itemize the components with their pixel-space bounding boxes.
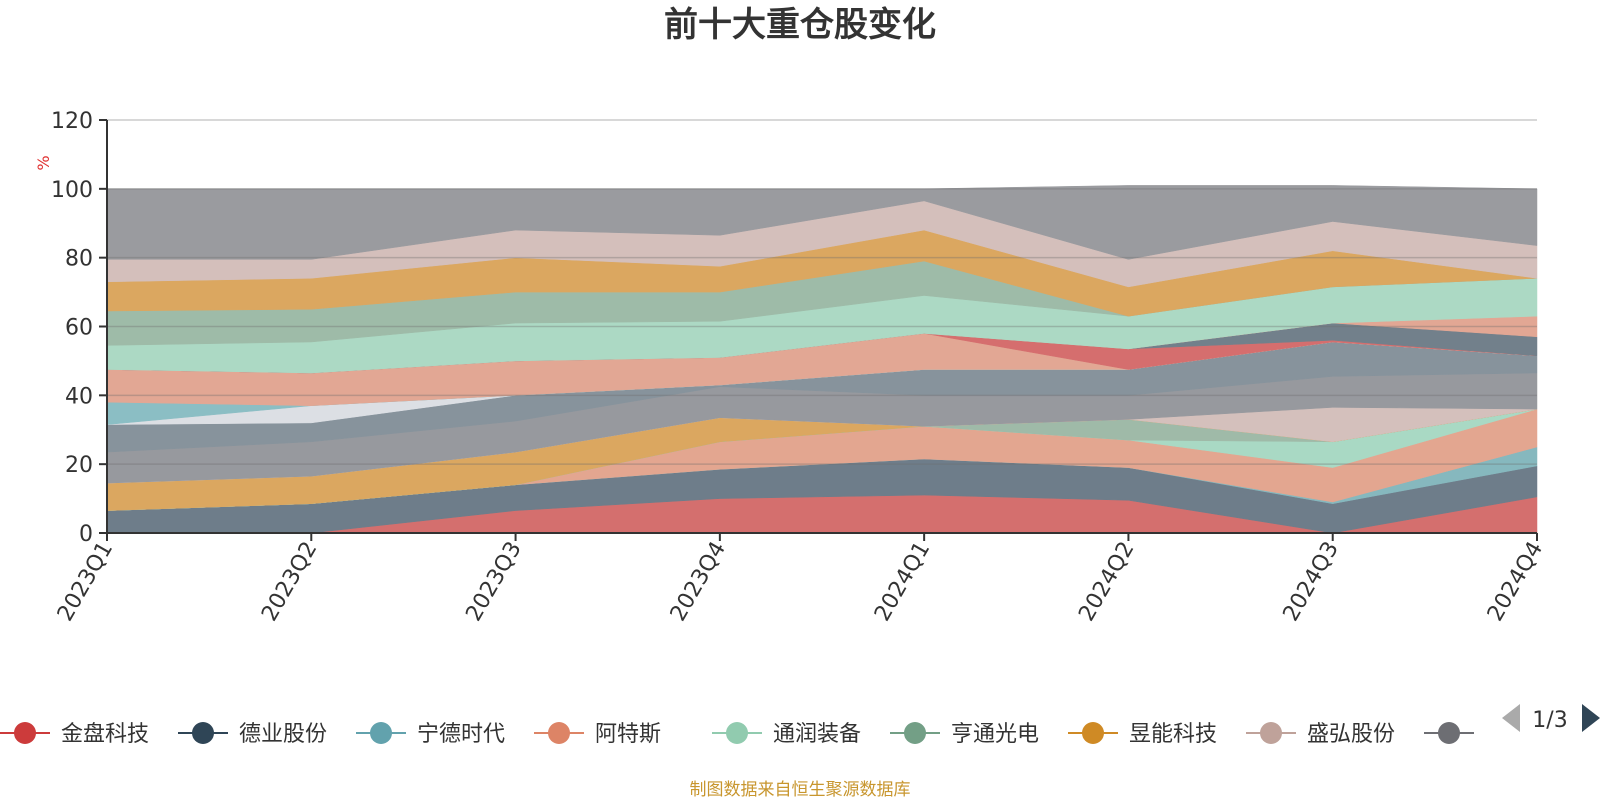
legend-item[interactable]: 禾迈股份	[1424, 722, 1573, 747]
y-tick-label: 0	[79, 522, 93, 547]
legend-item[interactable]: 宁德时代	[356, 722, 505, 747]
legend-item[interactable]: 阿特斯	[534, 722, 661, 747]
x-tick-label: 2024Q1	[870, 538, 935, 626]
legend-marker-icon	[1082, 722, 1104, 744]
legend-item[interactable]: 昱能科技	[1068, 722, 1217, 747]
legend-item[interactable]: 亨通光电	[890, 722, 1039, 747]
y-tick-label: 120	[51, 109, 93, 134]
legend-marker-icon	[726, 722, 748, 744]
area-其他12	[106, 185, 1538, 260]
y-tick-label: 100	[51, 178, 93, 203]
legend-marker-icon	[192, 722, 214, 744]
legend-label: 亨通光电	[951, 722, 1039, 747]
y-tick-label: 80	[65, 247, 93, 272]
legend-marker-icon	[14, 722, 36, 744]
legend-marker-icon	[1260, 722, 1282, 744]
legend-marker-icon	[370, 722, 392, 744]
legend-label: 德业股份	[239, 722, 327, 747]
x-tick-label: 2023Q2	[257, 538, 322, 626]
legend-item[interactable]: 德业股份	[178, 722, 327, 747]
x-tick-label: 2023Q1	[53, 538, 118, 626]
legend-label: 昱能科技	[1129, 722, 1217, 747]
legend-label: 宁德时代	[417, 722, 505, 747]
legend-prev-page-icon[interactable]	[1502, 704, 1520, 732]
legend-label: 通润装备	[773, 722, 861, 747]
legend-item[interactable]: 通润装备	[712, 722, 861, 747]
legend-page-indicator: 1/3	[1532, 708, 1567, 733]
x-tick-label: 2024Q4	[1483, 538, 1548, 626]
legend-item[interactable]: 金盘科技	[0, 722, 149, 747]
legend-marker-icon	[904, 722, 926, 744]
legend-next-page-icon[interactable]	[1582, 704, 1600, 732]
x-tick-label: 2023Q3	[461, 538, 526, 626]
area-layers	[106, 185, 1538, 534]
y-tick-label: 20	[65, 453, 93, 478]
chart-title: 前十大重仓股变化	[664, 5, 936, 45]
data-source-note: 制图数据来自恒生聚源数据库	[690, 780, 911, 800]
y-tick-label: 60	[65, 316, 93, 341]
x-tick-labels: 2023Q1 2023Q2 2023Q3 2023Q4 2024Q1 2024Q2 2024…	[53, 533, 1548, 626]
x-tick-label: 2024Q2	[1074, 538, 1139, 626]
x-tick-label: 2024Q3	[1279, 538, 1344, 626]
grid-lines	[107, 119, 1537, 465]
legend-marker-icon	[548, 722, 570, 744]
x-tick-label: 2023Q4	[666, 538, 731, 626]
legend-label: 盛弘股份	[1307, 722, 1395, 747]
y-axis-label: %	[34, 155, 53, 170]
legend-marker-icon	[1438, 722, 1460, 744]
legend-label: 阿特斯	[595, 722, 661, 747]
legend-item[interactable]: 盛弘股份	[1246, 722, 1395, 747]
y-tick-labels: 0 20 40 60 80 100 120	[51, 109, 107, 547]
legend: 金盘科技 德业股份 宁德时代 阿特斯 通润装备 亨通光电 昱能科技 盛弘股份 禾迈股份 1/3	[0, 704, 1600, 747]
legend-label: 金盘科技	[61, 722, 149, 747]
y-tick-label: 40	[65, 384, 93, 409]
